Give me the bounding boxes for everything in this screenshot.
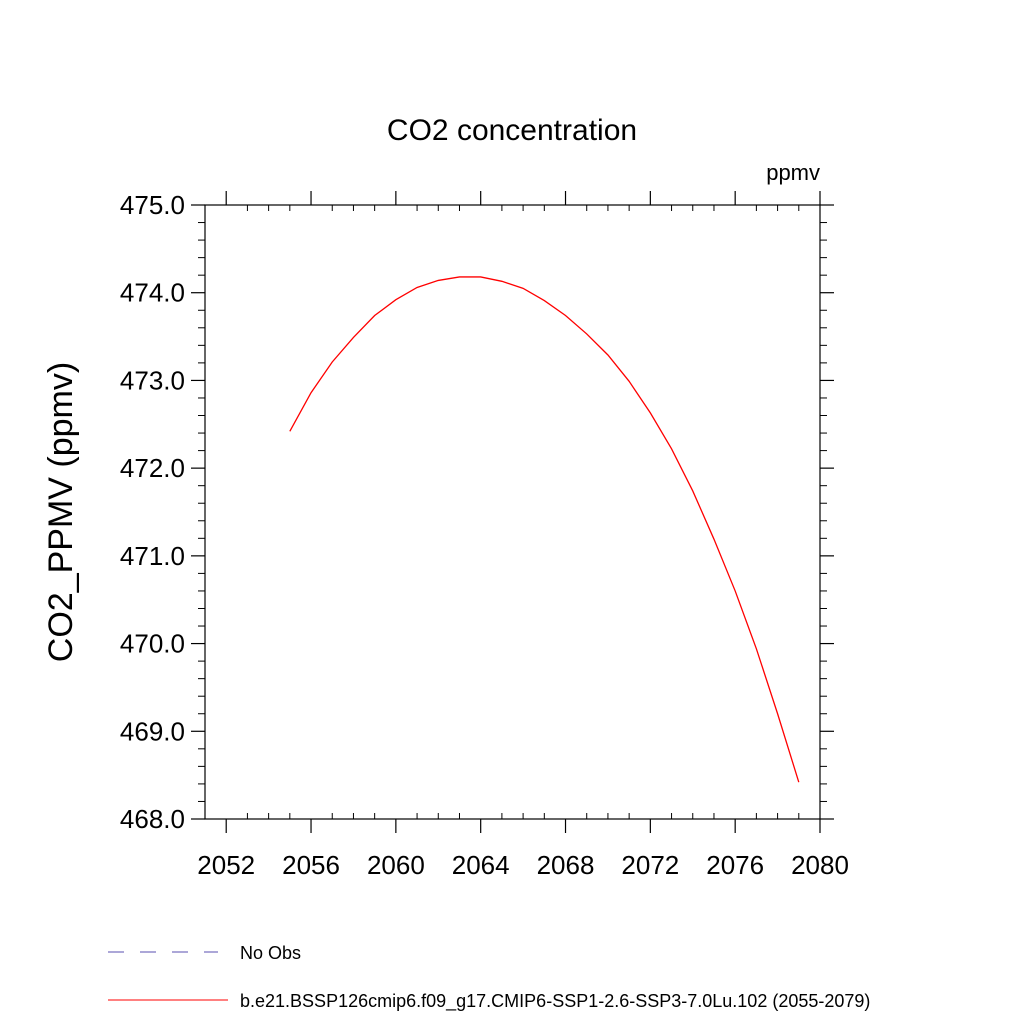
y-tick-label: 475.0 [120,190,185,220]
x-tick-label: 2052 [197,850,255,880]
plot-frame [204,204,821,820]
x-tick-label: 2064 [452,850,510,880]
y-tick-label: 468.0 [120,804,185,834]
y-tick-label: 469.0 [120,716,185,746]
units-label: ppmv [766,160,820,185]
x-tick-label: 2076 [706,850,764,880]
y-axis-label: CO2_PPMV (ppmv) [42,362,80,662]
legend-label-1: b.e21.BSSP126cmip6.f09_g17.CMIP6-SSP1-2.… [240,991,870,1012]
x-tick-label: 2080 [791,850,849,880]
y-tick-label: 471.0 [120,541,185,571]
series-group [289,276,800,783]
x-tick-label: 2068 [537,850,595,880]
series-line-0 [289,276,800,783]
axis-tick-labels: 2052 2056 2060 2064 2068 2072 2076 2080 468.0 469… [120,190,849,880]
y-tick-label: 474.0 [120,278,185,308]
y-tick-label: 473.0 [120,365,185,395]
chart-title: CO2 concentration [387,114,637,147]
legend: No Obs b.e21.BSSP126cmip6.f09_g17.CMIP6-S… [108,943,870,1012]
y-tick-label: 472.0 [120,453,185,483]
axis-ticks [191,191,834,833]
x-tick-label: 2060 [367,850,425,880]
x-tick-label: 2072 [621,850,679,880]
y-tick-label: 470.0 [120,629,185,659]
legend-label-0: No Obs [240,943,301,963]
x-tick-label: 2056 [282,850,340,880]
